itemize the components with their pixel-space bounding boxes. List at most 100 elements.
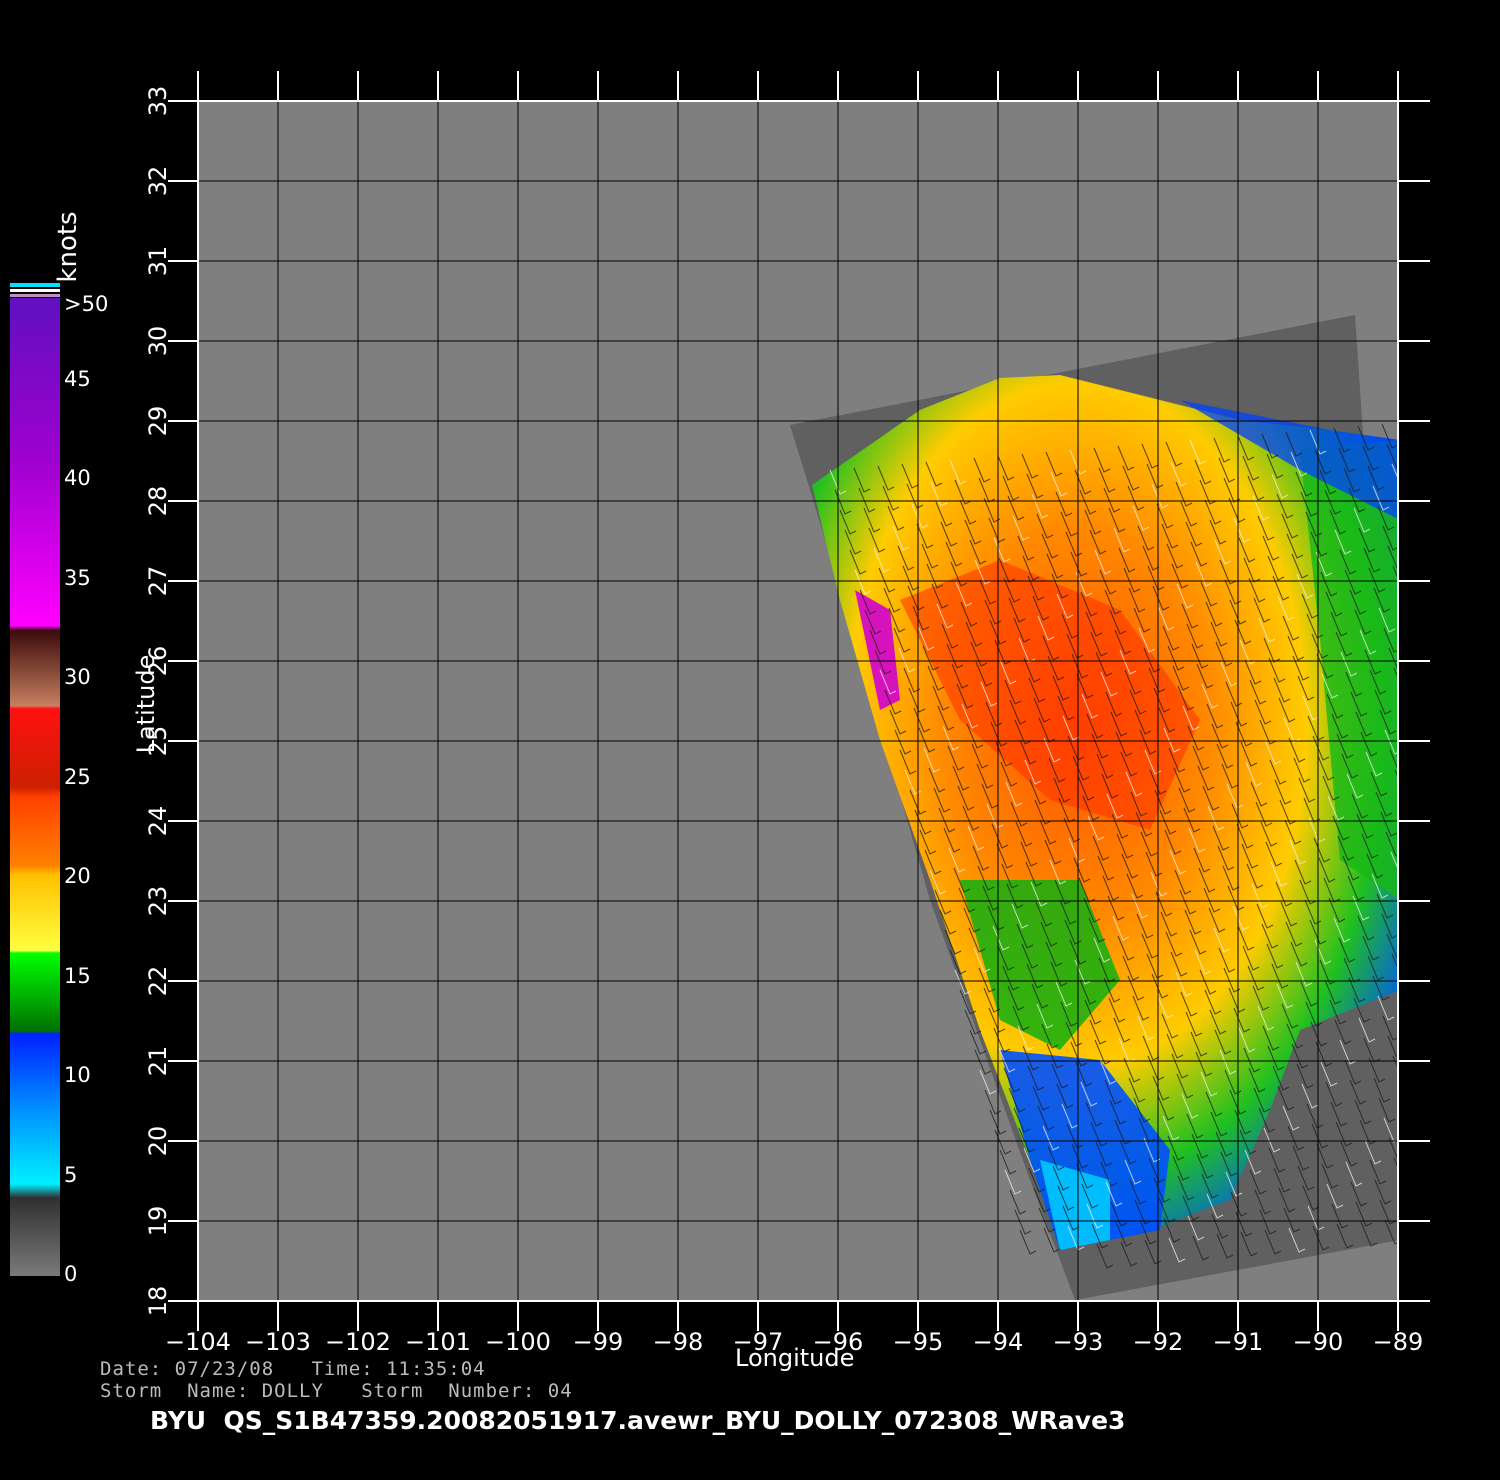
wind-barb — [1041, 1023, 1059, 1049]
wind-barb — [1235, 1211, 1253, 1237]
wind-barb — [956, 683, 974, 709]
wind-barb — [1345, 1161, 1363, 1187]
wind-barb — [1085, 611, 1103, 637]
wind-barb — [1062, 715, 1080, 741]
wind-barb — [1066, 633, 1084, 659]
wind-barb — [1059, 899, 1077, 925]
wind-barb — [1306, 613, 1324, 639]
wind-barb — [974, 559, 992, 585]
wind-barb — [1229, 599, 1247, 625]
wind-barb — [1114, 629, 1132, 655]
wind-barb — [1375, 791, 1393, 817]
wind-barb — [1185, 521, 1203, 547]
wind-barb — [1230, 1191, 1248, 1217]
wind-barb — [954, 479, 972, 505]
wind-barb — [1043, 737, 1061, 763]
wind-barb — [884, 689, 902, 715]
wind-barb — [1297, 675, 1315, 701]
wind-barb — [887, 505, 905, 531]
wind-barb — [1018, 637, 1036, 663]
wind-barb — [1211, 723, 1229, 749]
wind-barb — [1162, 1115, 1180, 1141]
wind-barb — [1365, 751, 1383, 777]
lat-tick-label: 25 — [144, 726, 172, 757]
wind-barb — [1179, 889, 1197, 915]
wind-barb — [1076, 673, 1094, 699]
wind-barb — [1204, 499, 1222, 525]
wind-barb — [1092, 835, 1110, 861]
wind-barb — [1127, 975, 1145, 1001]
wind-barb — [1333, 917, 1351, 943]
wind-barb — [923, 747, 941, 773]
wind-barb — [992, 925, 1010, 951]
wind-barb — [1065, 531, 1083, 557]
wind-barb — [1089, 529, 1107, 555]
wind-barb — [1079, 489, 1097, 515]
wind-barb — [1023, 1147, 1041, 1173]
wind-barb — [1159, 809, 1177, 835]
wind-barb — [1019, 1229, 1037, 1255]
wind-barb — [996, 843, 1014, 869]
wind-barb — [1188, 827, 1206, 853]
moderate-wind-region-east — [1300, 440, 1398, 899]
wind-barb — [1022, 1045, 1040, 1071]
wind-barb — [1373, 587, 1391, 613]
wind-barb — [829, 469, 847, 495]
wind-barb — [1098, 467, 1116, 493]
wind-barb — [1252, 495, 1270, 521]
wind-barb — [1086, 1203, 1104, 1229]
wind-barb — [1379, 709, 1397, 735]
wind-barb — [1233, 517, 1251, 543]
wind-barb — [1263, 1127, 1281, 1153]
wind-barb — [1377, 505, 1395, 531]
wind-barb — [1291, 553, 1309, 579]
wind-barb — [1118, 547, 1136, 573]
wind-barb — [1289, 839, 1307, 865]
wind-barb — [1104, 1079, 1122, 1105]
wind-barb — [1169, 849, 1187, 875]
lon-tick-label: −89 — [1373, 1328, 1424, 1356]
lat-tick-label: 29 — [144, 406, 172, 437]
wind-barb — [1205, 601, 1223, 627]
wind-barb — [930, 481, 948, 507]
wind-barb — [1196, 663, 1214, 689]
wind-barb — [1089, 1019, 1107, 1045]
wind-barb — [1130, 791, 1148, 817]
wind-barb — [878, 567, 896, 593]
wind-barb — [1102, 875, 1120, 901]
wind-barb — [1357, 915, 1375, 941]
wind-barb — [1368, 1057, 1386, 1083]
wind-barb — [1367, 955, 1385, 981]
wind-barb — [1266, 943, 1284, 969]
wind-barb — [1121, 853, 1139, 879]
wind-barb — [1160, 911, 1178, 937]
wind-barb — [1044, 839, 1062, 865]
wind-barb — [1282, 1105, 1300, 1131]
wind-barb — [1198, 867, 1216, 893]
wind-barb — [1264, 739, 1282, 765]
wind-barb — [1076, 1163, 1094, 1189]
wind-barb — [1193, 847, 1211, 873]
wind-barb — [999, 1149, 1017, 1175]
wind-barb — [1340, 1141, 1358, 1167]
wind-barb — [1002, 965, 1020, 991]
wind-barb — [1354, 609, 1372, 635]
storm-info-line: Storm Name: DOLLY Storm Number: 04 — [100, 1380, 573, 1402]
wind-barb — [1125, 771, 1143, 797]
wind-barb — [1261, 433, 1279, 459]
wind-barb — [1097, 855, 1115, 881]
wind-barb — [1161, 523, 1179, 549]
wind-barb — [1170, 461, 1188, 487]
wind-barb — [1022, 555, 1040, 581]
wind-barb — [1376, 893, 1394, 919]
wind-barb — [1132, 505, 1150, 531]
wind-barb — [1315, 1041, 1333, 1067]
wind-barb — [1057, 1185, 1075, 1211]
wind-barb — [1038, 1207, 1056, 1233]
wind-barb — [1325, 1081, 1343, 1107]
wind-barb — [1156, 503, 1174, 529]
wind-barb — [1095, 1141, 1113, 1167]
wind-barb — [1003, 577, 1021, 603]
wind-barb — [1320, 1061, 1338, 1087]
wind-barb — [1240, 1231, 1258, 1257]
